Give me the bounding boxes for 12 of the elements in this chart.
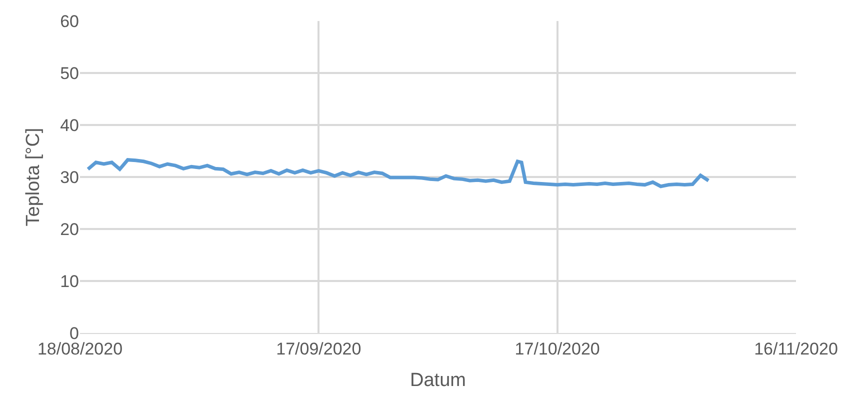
y-axis-title: Teplota [°C] bbox=[22, 128, 44, 226]
y-tick-label: 20 bbox=[60, 220, 79, 239]
x-tick-label: 17/10/2020 bbox=[514, 339, 600, 358]
y-tick-label: 50 bbox=[60, 64, 79, 83]
y-tick-label: 30 bbox=[60, 168, 79, 187]
x-tick-label: 16/11/2020 bbox=[754, 339, 838, 358]
y-tick-label: 40 bbox=[60, 116, 79, 135]
y-tick-label: 10 bbox=[60, 272, 79, 291]
x-axis-title: Datum bbox=[410, 370, 466, 392]
line-series bbox=[86, 158, 710, 188]
y-tick-label: 60 bbox=[60, 12, 79, 31]
x-tick-label: 17/09/2020 bbox=[276, 339, 362, 358]
